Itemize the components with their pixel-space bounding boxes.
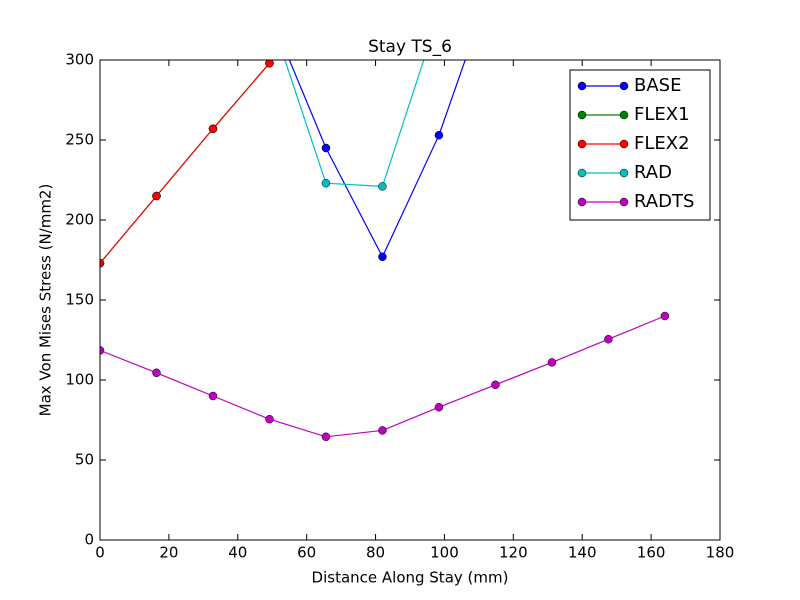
x-tick-label: 140: [568, 544, 597, 562]
y-axis-label: Max Von Mises Stress (N/mm2): [37, 184, 55, 417]
x-tick-label: 60: [297, 544, 316, 562]
y-tick-label: 200: [65, 211, 94, 229]
x-axis-label: Distance Along Stay (mm): [312, 569, 509, 587]
legend-marker: [619, 139, 629, 149]
data-point: [152, 191, 161, 201]
data-point: [660, 311, 670, 321]
data-point: [434, 402, 444, 412]
legend-label: RAD: [634, 162, 672, 183]
legend-label: BASE: [634, 75, 681, 96]
series-line: [284, 60, 425, 188]
legend-label: FLEX2: [634, 133, 690, 154]
x-tick-label: 160: [637, 544, 666, 562]
legend-marker: [577, 168, 587, 178]
y-tick-label: 0: [84, 531, 94, 549]
data-point: [604, 334, 613, 344]
legend-box: [569, 69, 711, 221]
legend-marker: [619, 81, 629, 91]
legend-marker: [619, 110, 629, 120]
chart-title: Stay TS_6: [368, 37, 452, 57]
series-line: [100, 62, 270, 264]
data-point: [547, 358, 557, 367]
data-point: [378, 252, 387, 262]
data-point: [208, 391, 218, 401]
x-tick-label: 40: [228, 544, 247, 562]
y-tick-label: 250: [65, 131, 94, 149]
legend-label: FLEX1: [634, 104, 690, 125]
data-point: [491, 380, 500, 390]
x-tick-label: 0: [95, 544, 105, 562]
x-tick-label: 180: [706, 544, 735, 562]
x-tick-label: 100: [430, 544, 459, 562]
data-point: [208, 124, 218, 134]
legend-marker: [577, 110, 587, 120]
data-point: [100, 258, 105, 268]
data-point: [378, 426, 387, 435]
legend-label: RADTS: [634, 191, 694, 212]
y-tick-label: 100: [65, 371, 94, 389]
data-point: [321, 432, 331, 442]
x-tick-label: 80: [366, 544, 385, 562]
x-tick-label: 20: [159, 544, 178, 562]
legend-marker: [619, 168, 629, 178]
data-point: [265, 60, 274, 68]
legend-marker: [619, 197, 629, 207]
data-point: [321, 178, 331, 188]
plot-frame: [99, 59, 721, 541]
legend-marker: [577, 139, 587, 149]
legend-marker: [577, 197, 587, 207]
y-tick-label: 150: [65, 291, 94, 309]
data-point: [152, 368, 161, 378]
data-point: [321, 143, 331, 153]
y-tick-label: 300: [65, 51, 94, 69]
y-tick-label: 50: [75, 451, 94, 469]
legend-marker: [577, 81, 587, 91]
data-point: [265, 414, 274, 424]
data-point: [378, 182, 387, 191]
plot-area: [100, 60, 670, 442]
data-point: [100, 346, 105, 355]
x-tick-label: 120: [499, 544, 528, 562]
data-point: [434, 130, 444, 140]
